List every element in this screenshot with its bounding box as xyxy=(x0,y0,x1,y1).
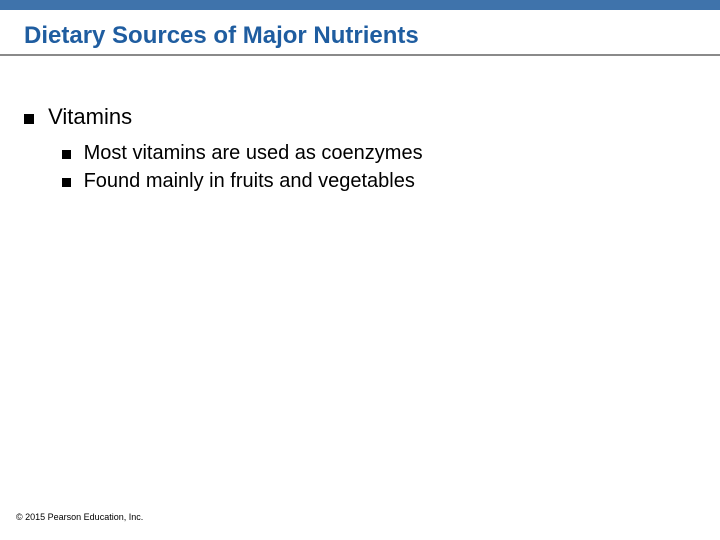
bullet-marker-icon xyxy=(62,150,71,159)
bullet-level2-text: Found mainly in fruits and vegetables xyxy=(84,170,415,192)
bullet-level1: Vitamins xyxy=(24,104,132,130)
slide-title: Dietary Sources of Major Nutrients xyxy=(24,22,419,50)
bullet-marker-icon xyxy=(62,178,71,187)
bullet-level1-text: Vitamins xyxy=(48,104,132,129)
bullet-marker-icon xyxy=(24,114,34,124)
bullet-level2-item: Most vitamins are used as coenzymes xyxy=(62,142,423,165)
copyright-text: © 2015 Pearson Education, Inc. xyxy=(16,512,143,522)
bullet-level2-item: Found mainly in fruits and vegetables xyxy=(62,170,415,193)
bullet-level2-text: Most vitamins are used as coenzymes xyxy=(84,142,423,164)
top-accent-bar xyxy=(0,0,720,10)
title-underline xyxy=(0,54,720,56)
